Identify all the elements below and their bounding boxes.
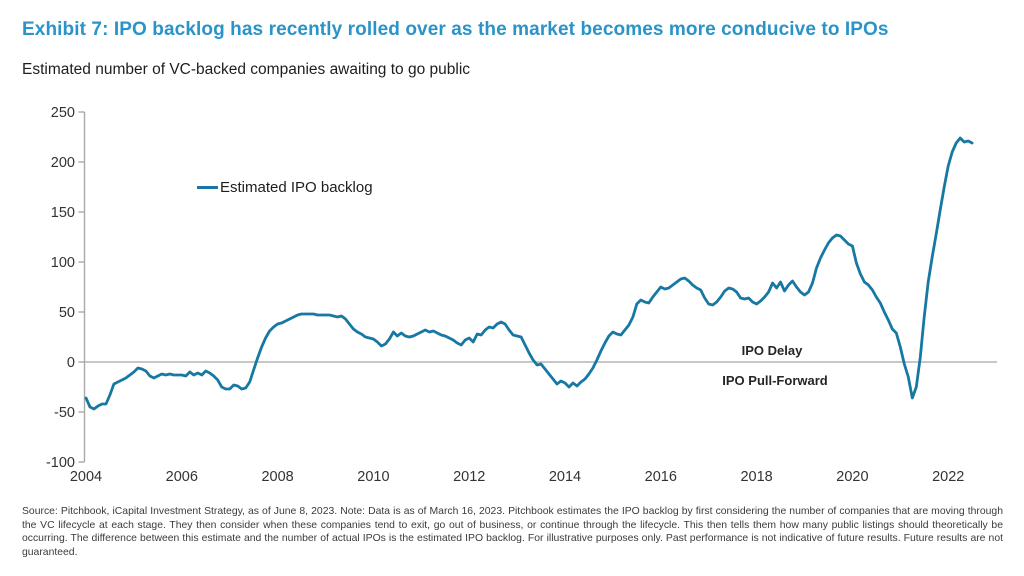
chart-subtitle: Estimated number of VC-backed companies … <box>22 61 471 78</box>
x-tick-label: 2012 <box>453 469 485 485</box>
annotation-ipo-delay: IPO Delay <box>741 343 803 358</box>
source-footnote: Source: Pitchbook, iCapital Investment S… <box>22 506 1003 559</box>
x-tick-label: 2004 <box>70 469 102 485</box>
legend-label: Estimated IPO backlog <box>220 178 373 196</box>
y-tick-label: 150 <box>51 205 75 221</box>
x-tick-label: 2014 <box>549 469 581 485</box>
x-tick-label: 2022 <box>932 469 964 485</box>
y-tick-label: 200 <box>51 155 75 171</box>
y-tick-label: 0 <box>67 355 75 371</box>
estimated-ipo-backlog-line <box>84 136 974 411</box>
annotation-ipo-pull-forward: IPO Pull-Forward <box>722 373 828 388</box>
legend: Estimated IPO backlog <box>197 178 373 196</box>
y-tick-label: -100 <box>46 455 75 471</box>
y-tick-label: 50 <box>59 305 75 321</box>
x-tick-label: 2010 <box>357 469 389 485</box>
y-tick-label: 100 <box>51 255 75 271</box>
x-tick-label: 2020 <box>836 469 868 485</box>
x-tick-label: 2016 <box>645 469 677 485</box>
x-tick-label: 2008 <box>261 469 293 485</box>
legend-line-swatch <box>197 185 218 189</box>
exhibit-title: Exhibit 7: IPO backlog has recently roll… <box>22 19 889 40</box>
x-tick-label: 2006 <box>166 469 198 485</box>
y-tick-label: -50 <box>54 405 75 421</box>
y-tick-label: 250 <box>51 105 75 121</box>
x-tick-label: 2018 <box>740 469 772 485</box>
